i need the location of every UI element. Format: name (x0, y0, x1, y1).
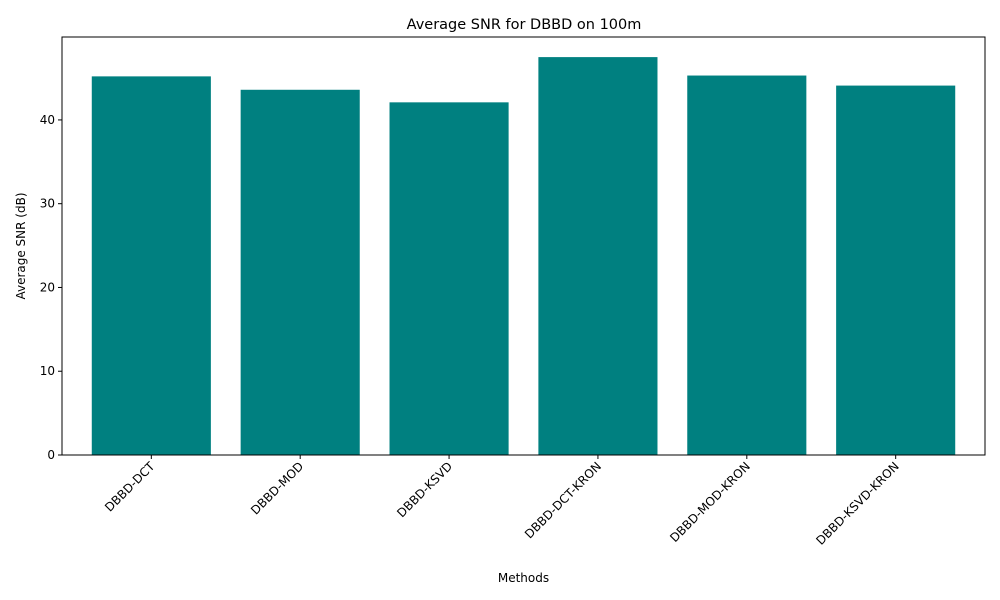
y-tick-label: 40 (40, 113, 55, 127)
bar-dbbd-ksvd (389, 102, 509, 455)
y-tick-label: 30 (40, 197, 55, 211)
bar-dbbd-mod (240, 89, 360, 455)
bar-dbbd-dct (91, 76, 211, 456)
plot-frame (61, 36, 986, 456)
bars-group (91, 57, 956, 456)
y-tick-label: 0 (47, 448, 55, 462)
chart-title: Average SNR for DBBD on 100m (407, 17, 642, 33)
y-axis-label: Average SNR (dB) (14, 192, 28, 299)
y-tick-label: 20 (40, 280, 55, 294)
y-tick-label: 10 (40, 364, 55, 378)
x-axis-label: Methods (498, 571, 549, 585)
bar-dbbd-mod-kron (687, 75, 807, 455)
bar-dbbd-dct-kron (538, 57, 658, 455)
bar-dbbd-ksvd-kron (836, 85, 956, 455)
y-axis: 0 10 20 30 40 (40, 113, 62, 462)
